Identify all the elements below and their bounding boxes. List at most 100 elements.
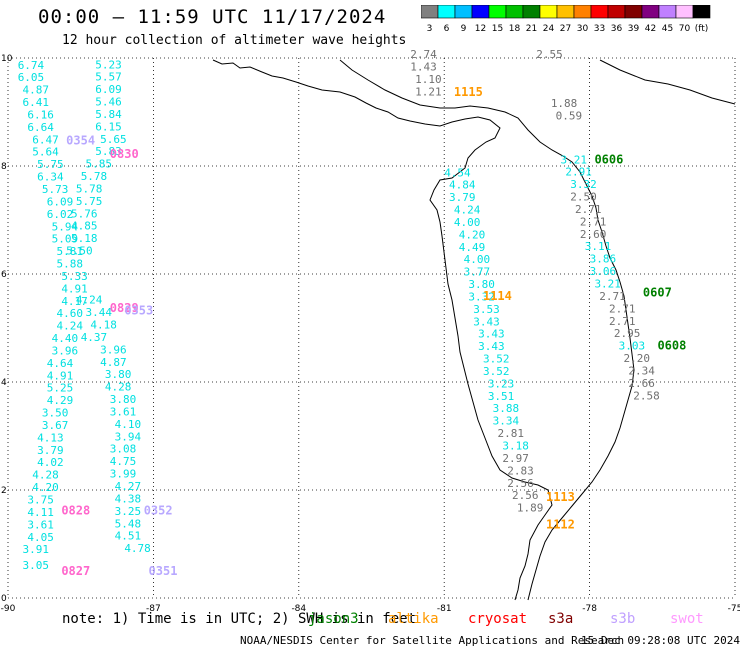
wave-height-value: 6.64 [27, 121, 54, 134]
wave-height-value: 3.67 [42, 419, 69, 432]
pass-time-label: 0829 [110, 301, 139, 315]
wave-height-value: 2.71 [599, 290, 626, 303]
pass-time-label: 1114 [483, 289, 512, 303]
wave-height-value: 1.21 [415, 85, 442, 98]
page-subtitle: 12 hour collection of altimeter wave hei… [62, 33, 407, 48]
wave-height-value: 4.40 [52, 332, 78, 345]
y-tick-label: 2 [1, 486, 7, 496]
wave-height-value: 5.09 [52, 233, 78, 246]
wave-height-value: 4.91 [61, 282, 88, 295]
legend-label: 6 [444, 24, 450, 34]
footnote: note: 1) Time is in UTC; 2) SWH is in fe… [62, 611, 417, 627]
x-tick-label: -84 [291, 604, 306, 614]
wave-height-value: 3.77 [464, 266, 491, 279]
wave-height-value: 3.43 [478, 328, 505, 341]
wave-height-value: 6.47 [32, 133, 59, 146]
pass-time-label: 0608 [657, 339, 686, 353]
wave-height-value: 3.75 [27, 494, 53, 507]
wave-height-value: 2.95 [614, 327, 641, 340]
wave-height-value: 3.25 [115, 505, 142, 518]
wave-height-value: 4.27 [115, 480, 142, 493]
legend-label: 33 [594, 24, 605, 34]
wave-height-value: 5.75 [37, 158, 64, 171]
wave-height-value: 5.33 [61, 270, 88, 283]
x-tick-label: -90 [1, 604, 16, 614]
wave-height-value: 1.88 [551, 97, 578, 110]
wave-height-value: 3.52 [483, 353, 510, 366]
wave-height-value: 5.94 [52, 220, 79, 233]
wave-height-value: 6.34 [37, 171, 64, 184]
wave-height-value: 3.21 [594, 278, 621, 291]
wave-height-value: 5.83 [95, 145, 122, 158]
wave-height-value: 5.50 [66, 245, 93, 258]
wave-height-value: 4.64 [47, 357, 74, 370]
pass-time-label: 1113 [546, 490, 575, 504]
pass-time-label: 0827 [61, 564, 90, 578]
legend-label: 70 [679, 24, 691, 34]
wave-height-value: 4.60 [56, 307, 83, 320]
wave-height-value: 4.29 [47, 394, 73, 407]
axis-ticks: -90 -87 -84 -81 -78 -75 0 2 4 6 8 10 [1, 54, 740, 614]
wave-height-value: 5.75 [76, 195, 103, 208]
pass-time-label: 0828 [61, 503, 90, 517]
map-labels: 6.746.054.876.416.166.646.475.645.756.34… [18, 48, 687, 578]
wave-height-value: 4.87 [23, 84, 50, 97]
legend-label: 39 [628, 24, 640, 34]
color-legend: 3 6 9 12 15 18 21 24 27 30 33 36 39 42 45 70 (ft) [421, 5, 711, 34]
wave-height-value: 3.80 [105, 368, 132, 381]
wave-height-value: 4.20 [459, 228, 486, 241]
wave-height-value: 2.71 [580, 215, 607, 228]
wave-height-value: 2.34 [628, 364, 655, 377]
wave-height-value: 3.52 [483, 365, 510, 378]
wave-height-value: 2.97 [502, 452, 529, 465]
wave-height-value: 5.78 [81, 170, 108, 183]
wave-height-value: 3.79 [37, 444, 64, 457]
legend-label: 30 [577, 24, 589, 34]
wave-height-value: 5.18 [71, 232, 98, 245]
wave-height-value: 3.91 [23, 543, 50, 556]
wave-height-value: 4.38 [115, 492, 142, 505]
pass-time-label: 0830 [110, 147, 139, 161]
wave-height-value: 3.44 [86, 306, 113, 319]
wave-height-value: 5.57 [95, 71, 122, 84]
wave-height-value: 3.03 [619, 340, 646, 353]
wave-height-value: 3.08 [110, 443, 137, 456]
legend-label: 27 [560, 24, 571, 34]
pass-time-label: 0606 [594, 152, 623, 166]
legend-swatch [692, 5, 711, 19]
wave-height-value: 4.85 [71, 220, 98, 233]
credit-line: NOAA/NESDIS Center for Satellite Applica… [240, 634, 625, 647]
wave-height-value: 4.37 [81, 331, 108, 344]
satellite-label-altika: altika [388, 611, 439, 627]
wave-height-value: 6.02 [47, 208, 73, 221]
legend-label: 42 [645, 24, 656, 34]
wave-height-value: 3.18 [502, 440, 529, 453]
wave-height-value: 3.34 [493, 415, 520, 428]
wave-height-value: 4.51 [115, 530, 142, 543]
wave-height-value: 3.61 [27, 518, 53, 531]
wave-height-value: 3.96 [52, 344, 78, 357]
wave-height-value: 3.80 [468, 278, 495, 291]
pass-time-label: 0607 [643, 286, 672, 300]
legend-label: 18 [509, 24, 521, 34]
satellite-label-s3b: s3b [610, 611, 636, 627]
wave-height-value: 3.80 [110, 393, 137, 406]
wave-height-value: 5.65 [100, 133, 127, 146]
wave-height-value: 4.00 [464, 253, 491, 266]
wave-height-value: 5.46 [95, 96, 122, 109]
wave-height-value: 3.99 [110, 468, 137, 481]
wave-height-value: 3.79 [449, 191, 476, 204]
wave-height-value: 6.05 [18, 71, 45, 84]
wave-height-value: 2.71 [609, 302, 636, 315]
wave-height-value: 3.94 [115, 430, 142, 443]
x-tick-label: -81 [437, 604, 452, 614]
wave-height-value: 2.20 [624, 352, 651, 365]
coastline [212, 59, 553, 601]
wave-height-value: 2.74 [410, 48, 437, 61]
pass-time-label: 0352 [144, 503, 173, 517]
wave-height-value: 4.05 [27, 531, 53, 544]
y-tick-label: 0 [1, 594, 7, 604]
x-tick-label: -75 [728, 604, 740, 614]
page-title: 00:00 – 11:59 UTC 11/17/2024 [38, 6, 387, 28]
